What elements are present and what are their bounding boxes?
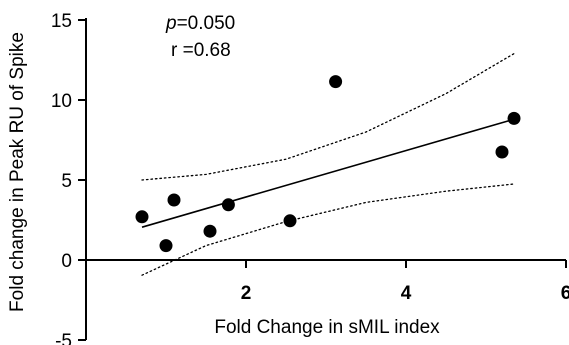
confidence-band-lower: [141, 183, 515, 276]
y-tick-label: 5: [61, 171, 72, 192]
y-axis-label: Fold change in Peak RU of Spike: [7, 32, 28, 312]
regression-line-group: [141, 118, 515, 228]
tick-labels: -5 0 5 10 15 2 4 6: [51, 11, 569, 345]
y-tick-label: -5: [55, 331, 72, 345]
data-points: [135, 75, 521, 253]
confidence-band: [141, 52, 515, 276]
data-point-8: [495, 145, 509, 159]
y-tick-label: 10: [51, 91, 72, 112]
axes: [78, 18, 567, 341]
data-point-1: [135, 210, 149, 224]
x-tick-label: 4: [401, 283, 412, 304]
r-value-annotation: r =0.68: [171, 40, 231, 61]
data-point-4: [203, 224, 217, 238]
confidence-band-upper: [141, 52, 515, 181]
data-point-7: [329, 75, 343, 89]
data-point-2: [159, 239, 173, 253]
data-point-6: [283, 214, 297, 228]
data-point-5: [221, 198, 235, 212]
x-tick-label: 2: [241, 283, 252, 304]
data-point-9: [507, 111, 521, 125]
y-tick-label: 0: [61, 251, 72, 272]
y-tick-label: 15: [51, 11, 72, 32]
x-axis-label: Fold Change in sMIL index: [214, 317, 440, 338]
data-point-3: [167, 193, 181, 207]
x-tick-label: 6: [561, 283, 569, 304]
regression-line: [141, 118, 515, 228]
p-value-annotation: p=0.050: [165, 13, 235, 34]
